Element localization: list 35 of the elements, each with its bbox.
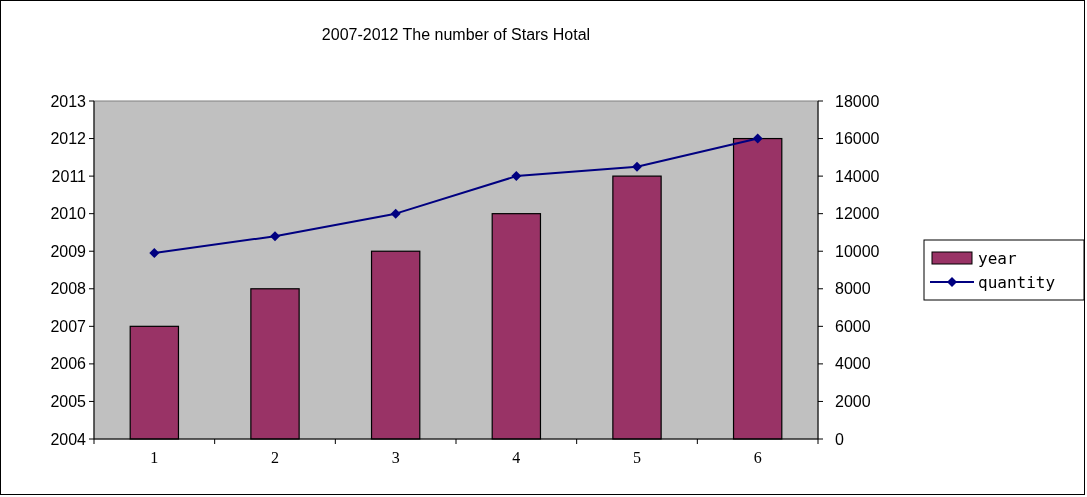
y-tick-label: 2008: [50, 280, 87, 298]
y2-tick-label: 6000: [835, 317, 871, 335]
y2-tick-label: 18000: [835, 92, 880, 110]
y2-tick-label: 8000: [835, 280, 871, 298]
y2-tick-label: 10000: [835, 242, 880, 260]
y2-tick-label: 2000: [835, 393, 871, 411]
y2-tick-label: 14000: [835, 167, 880, 185]
y2-tick-label: 4000: [835, 355, 871, 373]
y-tick-label: 2005: [50, 393, 87, 411]
x-tick-label: 4: [512, 449, 521, 466]
y-tick-label: 2006: [50, 355, 87, 373]
x-tick-label: 6: [753, 449, 762, 466]
legend-label: year: [978, 248, 1017, 268]
y-tick-label: 2011: [51, 167, 87, 185]
y2-tick-label: 12000: [835, 205, 880, 223]
y-tick-label: 2013: [50, 92, 87, 110]
y2-tick-label: 0: [835, 430, 844, 448]
point: [511, 171, 522, 182]
y-tick-label: 2007: [50, 317, 87, 335]
x-tick-label: 2: [271, 449, 279, 466]
point: [752, 133, 763, 144]
y-tick-label: 2010: [50, 205, 87, 223]
point: [270, 231, 280, 242]
point: [390, 208, 401, 219]
x-tick-label: 3: [391, 449, 400, 466]
y-tick-label: 2004: [50, 430, 87, 448]
y2-tick-label: 16000: [835, 130, 880, 148]
y-tick-label: 2009: [50, 242, 87, 260]
point: [632, 161, 642, 172]
x-tick-label: 1: [150, 449, 159, 466]
point: [149, 248, 160, 259]
x-tick-label: 5: [633, 449, 641, 466]
legend-label: quantity: [978, 272, 1056, 292]
chart-title: 2007-2012 The number of Stars Hotal: [321, 26, 591, 43]
y-tick-label: 2012: [50, 130, 87, 148]
